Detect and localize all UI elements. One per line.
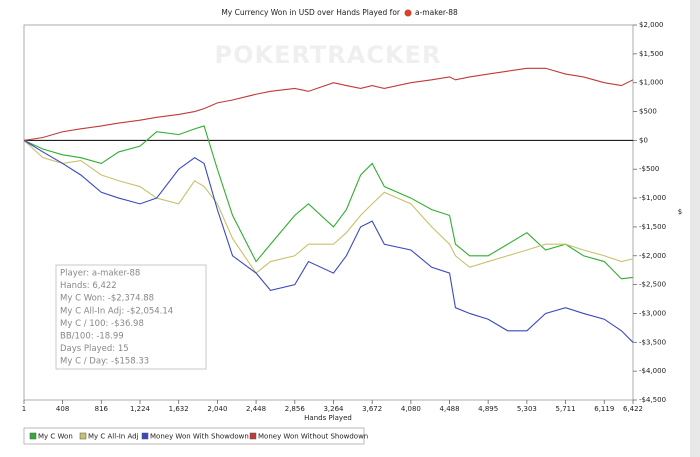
x-tick-label: 3,264 xyxy=(323,405,344,413)
series-line xyxy=(23,125,634,280)
x-tick-label: 408 xyxy=(56,405,69,413)
y-tick-label: -$1,000 xyxy=(639,194,666,202)
stat-line: My C All-In Adj: -$2,054.14 xyxy=(60,306,173,316)
legend-label: Money Won With Showdown xyxy=(150,433,249,441)
x-tick-label: 2,040 xyxy=(207,405,227,413)
x-tick-label: 816 xyxy=(95,405,109,413)
chart-title: My Currency Won in USD over Hands Played… xyxy=(221,8,401,17)
plot-frame xyxy=(23,24,634,401)
x-tick-label: 2,856 xyxy=(285,405,306,413)
x-tick-label: 5,711 xyxy=(556,405,576,413)
x-tick-label: 2,448 xyxy=(246,405,266,413)
stats-box xyxy=(55,264,207,370)
series-line xyxy=(23,67,634,141)
x-tick-label: 6,422 xyxy=(623,405,643,413)
legend-label: Money Won Without Showdown xyxy=(258,433,368,441)
stat-line: My C / Day: -$158.33 xyxy=(60,357,149,367)
legend-swatch xyxy=(79,432,87,440)
y-tick-label: -$3,000 xyxy=(639,309,666,317)
series-line xyxy=(23,139,634,343)
y-tick-label: -$2,500 xyxy=(639,281,666,289)
y-tick-label: -$4,000 xyxy=(639,367,666,375)
x-tick-label: 1,224 xyxy=(130,405,151,413)
legend-swatch xyxy=(141,432,149,440)
stat-line: Hands: 6,422 xyxy=(60,281,117,291)
y-axis-label: $ xyxy=(678,208,682,216)
series-line xyxy=(23,139,634,274)
y-tick-label: -$1,500 xyxy=(639,223,666,231)
watermark: POKERTRACKER xyxy=(215,41,442,69)
y-tick-label: -$4,500 xyxy=(639,396,666,404)
x-tick-label: 4,488 xyxy=(440,405,460,413)
x-tick-label: 6,119 xyxy=(594,405,614,413)
player-name: a-maker-88 xyxy=(415,8,458,17)
y-tick-label: $0 xyxy=(639,136,648,144)
y-tick-label: $2,000 xyxy=(639,21,664,29)
stat-line: Days Played: 15 xyxy=(60,344,129,354)
legend-label: My C All-In Adj xyxy=(88,433,139,441)
legend-label: My C Won xyxy=(38,433,73,441)
y-tick-label: -$2,000 xyxy=(639,252,666,260)
legend-swatch xyxy=(249,432,257,440)
x-axis-label: Hands Played xyxy=(304,414,352,422)
y-tick-label: $500 xyxy=(639,108,657,116)
side-strip xyxy=(690,0,700,457)
stat-line: My C / 100: -$36.98 xyxy=(60,319,144,329)
x-tick-label: 1,632 xyxy=(169,405,189,413)
x-tick-label: 5,303 xyxy=(517,405,537,413)
x-tick-label: 1 xyxy=(22,405,26,413)
x-tick-label: 4,895 xyxy=(478,405,498,413)
player-icon xyxy=(404,9,412,17)
x-tick-label: 3,672 xyxy=(362,405,382,413)
y-tick-label: -$3,500 xyxy=(639,338,666,346)
stat-line: BB/100: -18.99 xyxy=(60,332,124,342)
stat-line: My C Won: -$2,374.88 xyxy=(60,294,154,304)
y-tick-label: -$500 xyxy=(639,165,659,173)
stat-line: Player: a-maker-88 xyxy=(60,269,140,279)
legend-frame xyxy=(23,427,365,445)
legend-swatch xyxy=(29,432,37,440)
y-tick-label: $1,000 xyxy=(639,79,664,87)
y-tick-label: $1,500 xyxy=(639,50,664,58)
x-tick-label: 4,080 xyxy=(401,405,421,413)
